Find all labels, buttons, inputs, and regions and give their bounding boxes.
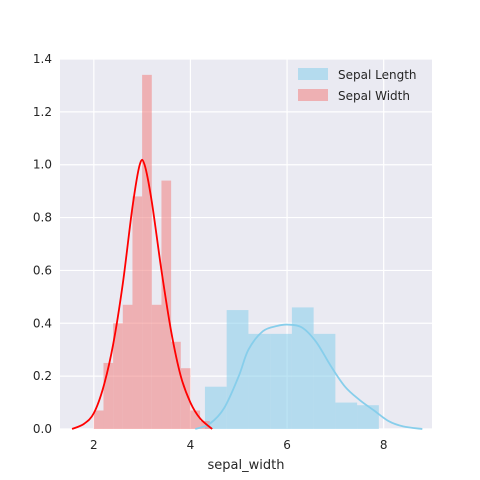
y-tick-label: 1.0 [33,158,52,172]
grid [60,58,432,430]
bar-sepal-length [248,333,271,429]
x-tick-label: 4 [187,438,195,452]
series-sepal-length-bars [204,307,379,429]
x-tick-label: 2 [90,438,98,452]
x-tick-label: 8 [380,438,388,452]
legend: Sepal Length Sepal Width [298,68,417,103]
bar-sepal-length [270,333,292,429]
bar-sepal-length [357,405,379,429]
bar-sepal-width [180,368,191,429]
tick-labels: 2 4 6 8 0.0 0.2 0.4 0.6 0.8 1.0 1.2 1.4 [33,52,388,452]
x-axis-label: sepal_width [208,458,285,473]
bar-sepal-width [171,341,181,429]
x-tick-label: 6 [283,438,291,452]
y-tick-label: 0.8 [33,211,52,225]
bar-sepal-length [335,402,358,429]
kde-line-sepal-width [71,158,213,430]
kde-line-sepal-length [194,323,423,430]
bar-sepal-length [313,333,336,429]
legend-label-sepal-length: Sepal Length [338,68,417,82]
bar-sepal-width [93,410,104,429]
bar-sepal-width [200,421,210,429]
y-tick-label: 0.0 [33,422,52,436]
bar-sepal-length [204,386,227,429]
y-tick-label: 1.4 [33,52,52,66]
legend-swatch-sepal-width [298,89,328,101]
y-tick-label: 0.6 [33,263,52,277]
bar-sepal-width [142,74,152,429]
bar-sepal-width [151,304,162,429]
bar-sepal-width [132,196,143,429]
bar-sepal-length [226,310,249,429]
bar-sepal-width [190,410,201,429]
y-tick-label: 1.2 [33,105,52,119]
kde-lines [71,158,423,430]
bar-sepal-width [113,323,123,429]
legend-label-sepal-width: Sepal Width [338,89,410,103]
y-tick-label: 0.4 [33,316,52,330]
legend-swatch-sepal-length [298,68,328,80]
bar-sepal-length [291,307,314,429]
bar-sepal-width [122,304,133,429]
bar-sepal-width [103,362,114,429]
y-tick-label: 0.2 [33,369,52,383]
